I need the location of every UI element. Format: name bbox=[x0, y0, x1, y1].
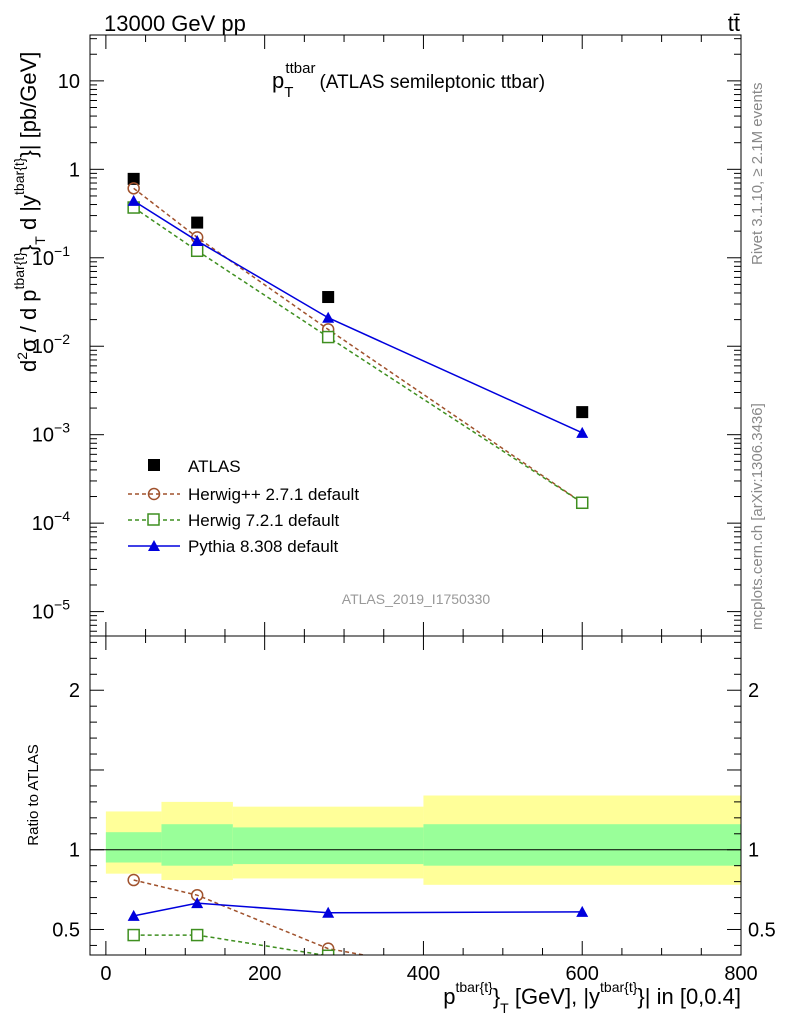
rivet-version-label: Rivet 3.1.10, ≥ 2.1M events bbox=[749, 83, 766, 266]
ratio-panel-ticks bbox=[90, 636, 742, 955]
data-point bbox=[127, 182, 140, 195]
series-line bbox=[133, 187, 583, 504]
y-tick-label: 1 bbox=[69, 159, 80, 181]
y-tick-label: 10−2 bbox=[32, 331, 70, 358]
ratio-y-tick-label-right: 1 bbox=[748, 840, 759, 862]
main-series bbox=[127, 172, 589, 510]
data-point bbox=[191, 234, 204, 246]
ratio-y-tick-label-right: 2 bbox=[748, 680, 759, 702]
analysis-watermark: ATLAS_2019_I1750330 bbox=[342, 591, 491, 607]
legend-marker-herwig7 bbox=[147, 513, 160, 526]
legend-marker-atlas bbox=[148, 459, 160, 471]
ratio-point bbox=[190, 928, 204, 942]
y-tick-label: 10 bbox=[58, 71, 80, 93]
series-line bbox=[133, 206, 583, 504]
ratio-point bbox=[127, 873, 140, 887]
svg-text:d2σ / d ptbar{t}}T d |ytbar{t}: d2σ / d ptbar{t}}T d |ytbar{t}}| [pb/GeV… bbox=[11, 52, 48, 372]
x-tick-label: 400 bbox=[407, 963, 440, 985]
x-tick-label: 800 bbox=[724, 963, 757, 985]
legend: ATLAS Herwig++ 2.7.1 default Herwig 7.2.… bbox=[128, 457, 359, 556]
data-point bbox=[576, 406, 589, 419]
main-y-tick-labels: 10−5 10−4 10−3 10−2 10−1 1 10 bbox=[32, 71, 80, 624]
process-label: tt̄ bbox=[728, 11, 740, 36]
ratio-point bbox=[127, 909, 140, 921]
data-point bbox=[576, 426, 589, 438]
legend-label-herwig7: Herwig 7.2.1 default bbox=[188, 511, 339, 530]
legend-label-herwigpp: Herwig++ 2.7.1 default bbox=[188, 485, 359, 504]
main-y-axis-label: d2σ / d ptbar{t}}T d |ytbar{t}}| [pb/GeV… bbox=[11, 52, 48, 372]
ratio-panel: 0.5 0.51 12 2 0 200 400 600 800 Ratio to ATLAS … bbox=[25, 635, 776, 1016]
ratio-uncertainty-bands bbox=[105, 795, 741, 885]
data-point bbox=[321, 330, 335, 344]
ratio-series-clipped bbox=[127, 873, 589, 955]
data-point bbox=[322, 291, 335, 304]
mcplots-source-label: mcplots.cern.ch [arXiv:1306.3436] bbox=[749, 403, 766, 630]
x-tick-label: 600 bbox=[566, 963, 599, 985]
legend-marker-herwigpp bbox=[147, 487, 161, 501]
x-tick-labels: 0 200 400 600 800 bbox=[100, 963, 757, 985]
ratio-y-tick-label-right: 0.5 bbox=[748, 919, 776, 941]
main-panel: 10−5 10−4 10−3 10−2 10−1 1 10 pTttbar(ATLAS se… bbox=[11, 34, 742, 637]
ratio-y-tick-label-left: 0.5 bbox=[52, 919, 80, 941]
ratio-y-tick-label-left: 1 bbox=[69, 840, 80, 862]
band-inner bbox=[161, 824, 233, 866]
ratio-point bbox=[127, 928, 140, 942]
data-point bbox=[190, 244, 204, 258]
ratio-point bbox=[191, 897, 204, 909]
data-point bbox=[322, 311, 335, 323]
ratio-line bbox=[133, 902, 583, 917]
collision-label: 13000 GeV pp bbox=[104, 11, 246, 36]
x-tick-label: 200 bbox=[248, 963, 281, 985]
ratio-point bbox=[321, 949, 335, 955]
y-tick-label: 10−1 bbox=[32, 243, 70, 270]
ratio-y-axis-label: Ratio to ATLAS bbox=[25, 744, 42, 845]
data-point bbox=[127, 172, 140, 185]
legend-marker-pythia bbox=[148, 540, 160, 551]
x-tick-label: 0 bbox=[100, 963, 111, 985]
y-tick-label: 10−3 bbox=[32, 420, 70, 447]
legend-label-pythia: Pythia 8.308 default bbox=[188, 537, 339, 556]
band-inner bbox=[232, 827, 424, 865]
legend-label-atlas: ATLAS bbox=[188, 457, 241, 476]
ratio-series bbox=[127, 873, 589, 955]
y-tick-label: 10−4 bbox=[32, 508, 70, 535]
x-axis-label: ptbar{t}}T [GeV], |ytbar{t}}| in [0,0.4] bbox=[443, 979, 741, 1016]
ratio-panel-frame bbox=[89, 635, 742, 956]
series-line bbox=[133, 200, 583, 434]
ratio-line bbox=[133, 934, 328, 955]
band-inner bbox=[423, 824, 741, 866]
data-point bbox=[575, 496, 589, 510]
plot-title: pTttbar(ATLAS semileptonic ttbar) bbox=[272, 60, 545, 101]
ratio-line bbox=[133, 879, 368, 955]
ratio-y-tick-labels: 0.5 0.5 1 1 2 2 bbox=[52, 680, 776, 941]
ratio-point bbox=[576, 905, 589, 917]
data-point bbox=[127, 194, 140, 206]
ratio-y-tick-label-left: 2 bbox=[69, 680, 80, 702]
band-inner bbox=[105, 832, 162, 863]
y-tick-label: 10−5 bbox=[32, 597, 70, 624]
data-point bbox=[191, 216, 204, 229]
ratio-point bbox=[322, 906, 335, 918]
main-panel-ticks bbox=[90, 35, 742, 636]
